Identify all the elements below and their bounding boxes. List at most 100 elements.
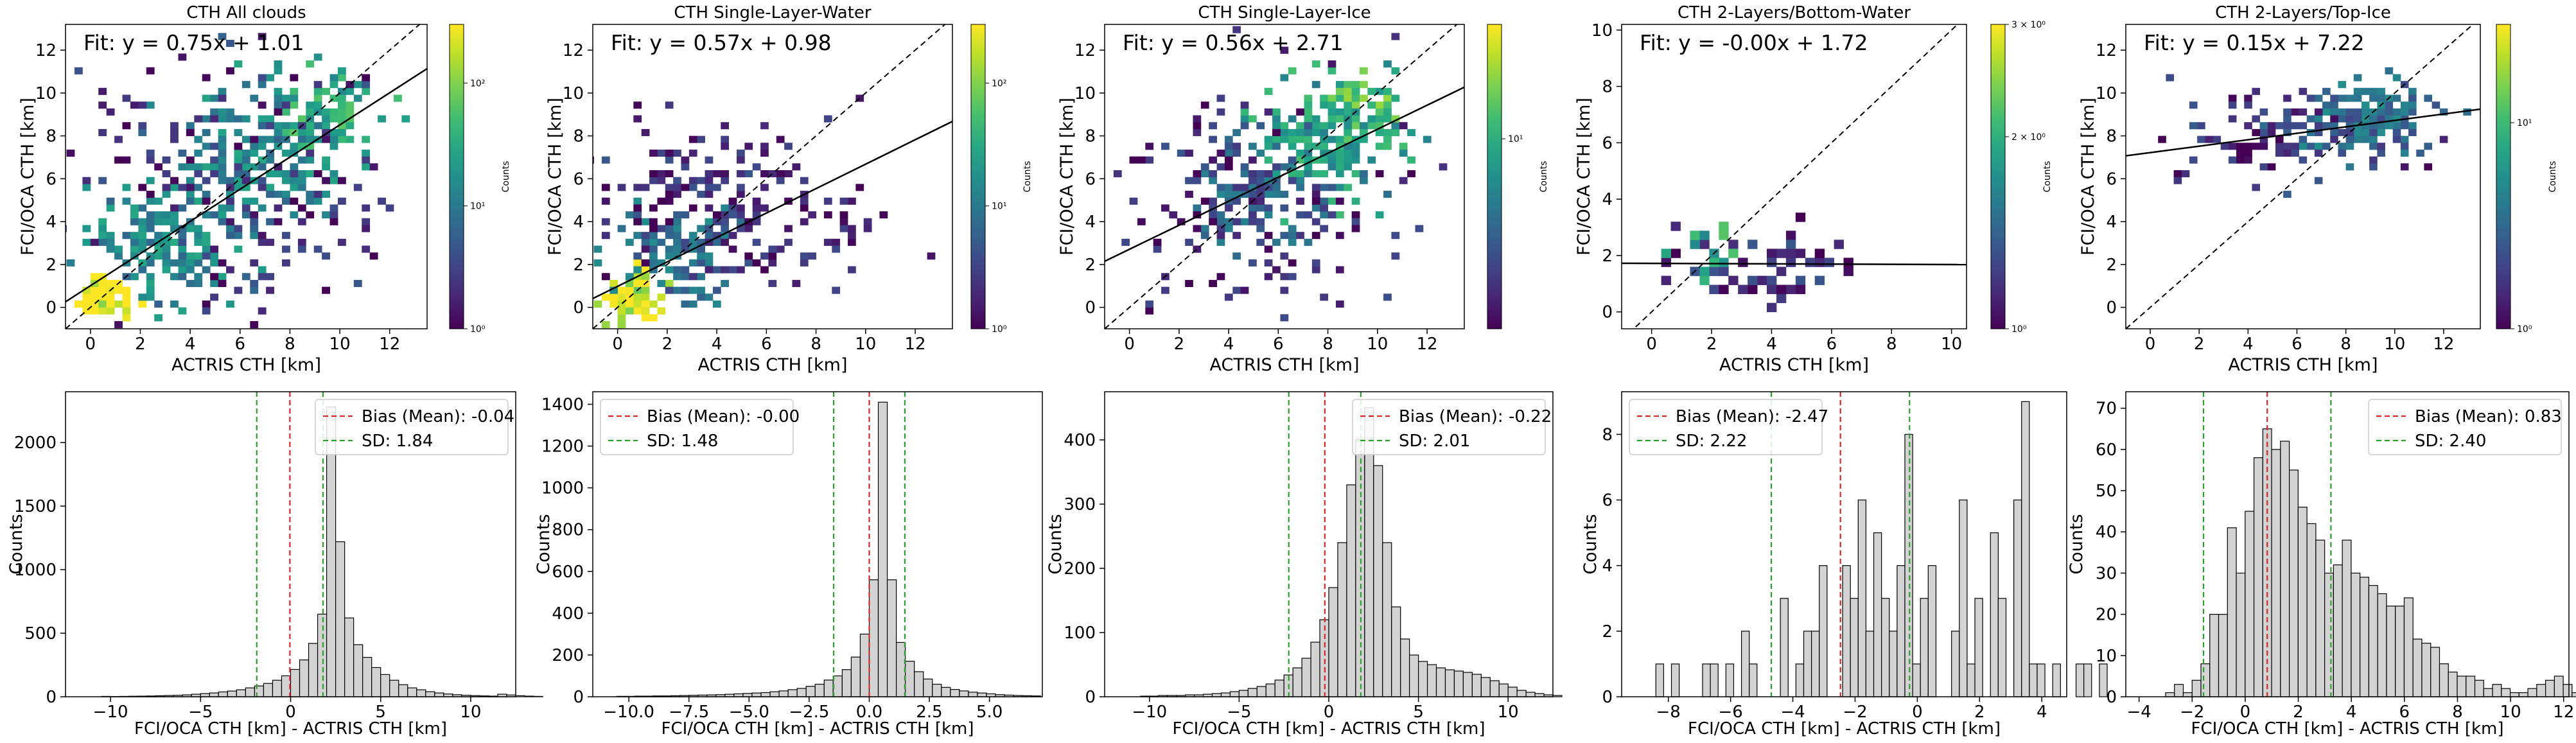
- heatmap-cell: [1407, 128, 1415, 136]
- x-tick-label: 12: [2433, 335, 2454, 354]
- heatmap-cell: [178, 266, 187, 274]
- heatmap-cell: [2345, 135, 2354, 143]
- heatmap-cell: [1335, 211, 1344, 219]
- heatmap-cell: [2322, 101, 2331, 109]
- x-tick-label: 12: [379, 335, 400, 354]
- heatmap-cell: [1232, 191, 1241, 198]
- heatmap-cell: [2330, 135, 2338, 143]
- heatmap-cell: [146, 218, 155, 225]
- heatmap-cell: [768, 170, 777, 178]
- heatmap-cell: [625, 279, 634, 287]
- y-tick-label: 6: [1085, 170, 1096, 189]
- heatmap-cell: [1224, 293, 1233, 301]
- y-tick-label: 400: [552, 604, 584, 624]
- heatmap-cell: [1335, 149, 1344, 157]
- heatmap-cell: [2385, 115, 2394, 123]
- heatmap-cell: [2408, 101, 2417, 109]
- heatmap-cell: [1391, 128, 1400, 136]
- heatmap-cell: [1264, 211, 1273, 219]
- histogram-bar: [2386, 606, 2396, 697]
- heatmap-cell: [705, 293, 714, 301]
- heatmap-cell: [162, 170, 171, 178]
- heatmap-cell: [2392, 74, 2401, 82]
- heatmap-cell: [641, 218, 650, 225]
- heatmap-cell: [705, 232, 714, 240]
- heatmap-cell: [673, 211, 681, 219]
- heatmap-cell: [2330, 108, 2338, 116]
- heatmap-cell: [1216, 211, 1225, 219]
- heatmap-cell: [385, 204, 394, 212]
- histogram-bar: [2315, 539, 2326, 697]
- heatmap-cell: [800, 259, 809, 267]
- heatmap-cell: [1264, 170, 1273, 178]
- heatmap-cell: [162, 238, 171, 246]
- heatmap-cell: [649, 218, 658, 225]
- heatmap-cell: [2228, 156, 2237, 164]
- histogram-bar: [1310, 642, 1320, 697]
- heatmap-cell: [154, 211, 163, 219]
- x-axis-label: FCI/OCA CTH [km] - ACTRIS CTH [km]: [1172, 719, 1485, 739]
- heatmap-cell: [1311, 60, 1320, 68]
- heatmap-cell: [1129, 156, 1138, 164]
- heatmap-cell: [329, 135, 338, 143]
- heatmap-cell: [1344, 135, 1353, 143]
- heatmap-cell: [848, 266, 856, 274]
- heatmap-cell: [234, 115, 243, 123]
- heatmap-cell: [1699, 231, 1710, 240]
- heatmap-cell: [82, 307, 91, 315]
- heatmap-cell: [688, 273, 697, 281]
- heatmap-cell: [178, 149, 187, 157]
- heatmap-cell: [1375, 87, 1384, 95]
- heatmap-cell: [1193, 245, 1202, 253]
- heatmap-cell: [601, 197, 610, 205]
- heatmap-cell: [673, 177, 681, 184]
- y-tick-label: 6: [2106, 170, 2117, 189]
- plot-area: [2126, 24, 2480, 329]
- heatmap-cell: [609, 293, 618, 301]
- heatmap-cell: [848, 238, 856, 246]
- heatmap-cell: [274, 101, 283, 109]
- heatmap-cell: [1272, 108, 1281, 116]
- heatmap-cell: [122, 293, 131, 301]
- x-tick-label: −5: [1227, 703, 1251, 722]
- histogram-bar: [1274, 679, 1284, 697]
- heatmap-cell: [362, 135, 371, 143]
- heatmap-cell: [2244, 122, 2252, 130]
- heatmap-cell: [848, 225, 856, 232]
- heatmap-cell: [106, 238, 115, 246]
- histogram-bar: [2466, 676, 2476, 697]
- x-tick-label: 2: [662, 335, 673, 354]
- y-tick-label: 800: [552, 521, 584, 540]
- heatmap-cell: [617, 307, 626, 315]
- legend-sd-label: SD: 2.40: [2415, 432, 2486, 451]
- identity-line: [2126, 24, 2475, 329]
- heatmap-cell: [90, 286, 99, 294]
- y-axis-label: FCI/OCA CTH [km]: [2078, 98, 2098, 256]
- heatmap-cell: [1351, 218, 1360, 225]
- heatmap-cell: [337, 177, 346, 184]
- heatmap-cell: [218, 259, 227, 267]
- heatmap-cell: [82, 300, 91, 308]
- heatmap-cell: [641, 259, 650, 267]
- colorbar: [1990, 24, 2006, 329]
- heatmap-cell: [2259, 128, 2268, 136]
- heatmap-cell: [1344, 101, 1353, 109]
- heatmap-cell: [1834, 240, 1844, 249]
- heatmap-cell: [705, 252, 714, 260]
- x-tick-label: 6: [1827, 335, 1837, 354]
- heatmap-cell: [752, 211, 761, 219]
- histogram-bar: [950, 689, 960, 697]
- heatmap-cell: [1272, 135, 1281, 143]
- heatmap-cell: [673, 238, 681, 246]
- heatmap-cell: [2314, 177, 2323, 184]
- heatmap-cell: [218, 135, 227, 143]
- heatmap-cell: [737, 149, 745, 157]
- heatmap-cell: [609, 300, 618, 308]
- heatmap-cell: [712, 184, 721, 191]
- heatmap-cell: [162, 259, 171, 267]
- heatmap-cell: [673, 225, 681, 232]
- heatmap-cell: [234, 184, 243, 191]
- heatmap-cell: [649, 300, 658, 308]
- heatmap-cell: [1335, 115, 1344, 123]
